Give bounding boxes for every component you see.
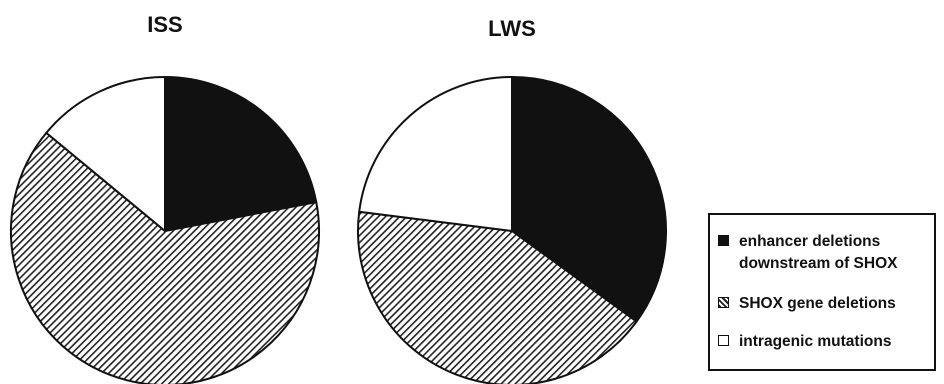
legend: enhancer deletions downstream of SHOX SH… [708,213,936,371]
slice-intragenic-mutations [358,76,513,232]
slice-enhancer-deletions [511,76,667,323]
slice-intragenic-mutations [45,76,166,232]
pie-iss: ISS [10,12,320,384]
legend-item-shox-gene-deletions: SHOX gene deletions [718,293,896,315]
legend-item-enhancer-deletions: enhancer deletions downstream of SHOX [718,231,897,275]
legend-label: intragenic mutations [739,333,892,350]
legend-label: SHOX gene deletions [739,295,896,312]
pie-title-iss: ISS [147,12,182,37]
pie-lws: LWS [356,16,667,384]
legend-swatch-empty [718,335,729,346]
legend-label: enhancer deletions downstream of SHOX [739,233,898,272]
pie-title-lws: LWS [488,16,536,41]
slice-enhancer-deletions [164,76,318,232]
legend-swatch-solid [718,235,729,246]
legend-item-intragenic-mutations: intragenic mutations [718,331,891,353]
slice-shox-gene-deletions [356,210,638,384]
slice-shox-gene-deletions [10,131,320,384]
legend-swatch-hatched [718,297,729,308]
